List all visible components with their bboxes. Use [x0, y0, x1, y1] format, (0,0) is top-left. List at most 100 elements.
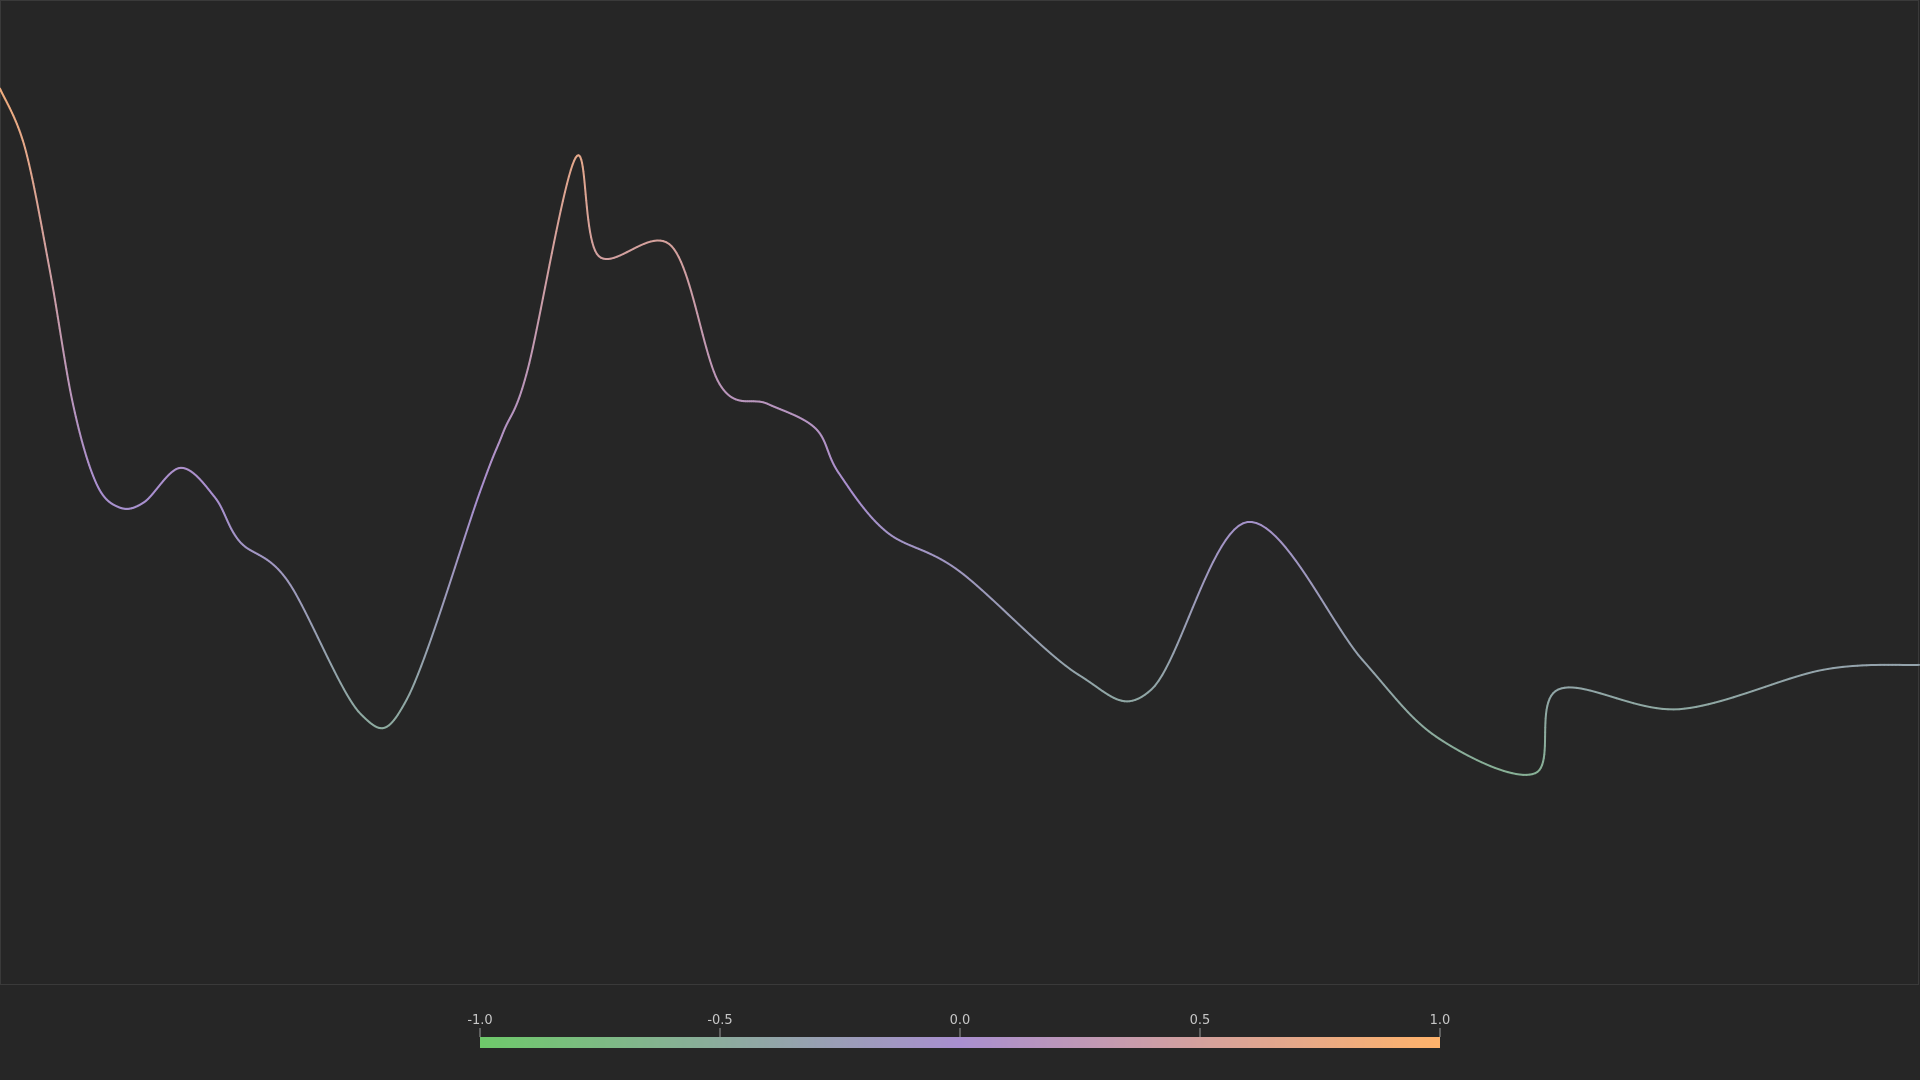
line-segment: [413, 673, 420, 683]
line-segment: [443, 587, 450, 600]
colorbar-tick-label: 0.0: [950, 1013, 971, 1028]
line-segment: [684, 272, 689, 281]
line-segment: [585, 206, 589, 215]
line-segment: [57, 321, 61, 330]
line-segment: [535, 318, 540, 331]
line-segment: [561, 191, 566, 203]
line-segment: [699, 326, 704, 336]
line-segment: [526, 362, 531, 371]
line-segment: [1279, 540, 1287, 549]
line-segment: [1719, 698, 1729, 702]
line-segment: [1183, 616, 1190, 628]
line-segment: [1269, 530, 1277, 538]
line-segment: [1284, 546, 1292, 555]
line-segment: [336, 676, 342, 685]
line-segment: [544, 274, 549, 289]
line-segment: [1028, 633, 1037, 641]
line-segment: [565, 175, 570, 186]
line-segment: [1788, 675, 1797, 680]
colorbar: -1.0 -0.5 0.0 0.5 1.0: [467, 1013, 1450, 1048]
line-segment: [1289, 552, 1297, 562]
line-segment: [563, 183, 568, 194]
line-segment: [585, 199, 588, 209]
colorbar-gradient: [480, 1037, 1440, 1048]
line-segment: [1176, 634, 1182, 646]
line-segment: [460, 537, 466, 549]
line-segment: [1059, 660, 1067, 667]
line-segment: [1161, 667, 1167, 677]
line-segment: [1049, 652, 1057, 659]
line-segment: [323, 650, 329, 659]
line-segment: [1732, 694, 1741, 699]
line-segment: [976, 584, 984, 592]
line-segment: [457, 546, 463, 559]
line-segment: [420, 656, 426, 668]
line-segment: [303, 610, 310, 619]
line-segment: [1713, 699, 1722, 704]
line-segment: [469, 511, 474, 522]
line-segment: [586, 212, 590, 221]
line-segment: [1172, 643, 1179, 655]
line-segment: [310, 623, 316, 632]
line-segment: [1001, 608, 1010, 616]
line-segment: [294, 593, 300, 601]
line-segment: [688, 284, 693, 294]
line-segment: [1357, 654, 1364, 661]
line-segment: [696, 312, 701, 322]
line-segment: [476, 491, 481, 500]
line-segment: [1017, 623, 1026, 631]
line-segment: [1339, 628, 1347, 638]
line-segment: [333, 669, 339, 679]
line-segment: [426, 638, 432, 650]
line-segment: [1315, 590, 1323, 601]
line-segment: [1310, 582, 1318, 593]
line-segment: [541, 286, 547, 300]
line-segment: [1039, 643, 1047, 651]
line-segment: [1191, 597, 1198, 609]
line-segment: [411, 680, 416, 690]
line-segment: [1745, 690, 1754, 695]
line-segment: [1012, 618, 1020, 626]
line-segment: [1751, 687, 1760, 693]
line-segment: [342, 688, 348, 696]
line-segment: [531, 338, 536, 349]
plot-area: [0, 0, 1919, 985]
line-segment: [1348, 642, 1356, 651]
line-segment: [533, 328, 538, 341]
line-segment: [300, 604, 306, 613]
line-segment: [1701, 703, 1710, 707]
line-segment: [971, 580, 979, 587]
line-segment: [1300, 567, 1308, 577]
line-segment: [423, 647, 429, 659]
line-segment: [313, 629, 319, 639]
line-segment: [698, 319, 702, 329]
line-segment: [1228, 528, 1236, 536]
line-segment: [1334, 621, 1342, 631]
line-segment: [1195, 587, 1202, 600]
line-segment: [981, 589, 989, 596]
line-segment: [436, 608, 443, 621]
line-segment: [330, 663, 336, 672]
line-segment: [529, 346, 534, 357]
line-segment: [1738, 692, 1748, 697]
line-segment: [539, 297, 544, 311]
colorbar-tick-label: -0.5: [707, 1013, 732, 1028]
line-segment: [686, 278, 691, 287]
line-segment: [986, 593, 994, 601]
line-segment: [474, 497, 479, 507]
line-segment: [1707, 701, 1716, 706]
line-segment: [584, 193, 588, 202]
line-segment: [557, 209, 562, 222]
line-segment: [1776, 679, 1785, 684]
line-segment: [1764, 683, 1773, 688]
line-segment: [429, 628, 436, 641]
line-segment: [297, 598, 303, 607]
line-segment: [587, 218, 591, 227]
line-segment: [1216, 545, 1223, 556]
line-segment: [1770, 681, 1779, 686]
line-segment: [707, 353, 712, 362]
line-segment: [559, 200, 564, 212]
colorbar-tick-label: 1.0: [1430, 1013, 1451, 1028]
line-segment: [1187, 606, 1194, 619]
